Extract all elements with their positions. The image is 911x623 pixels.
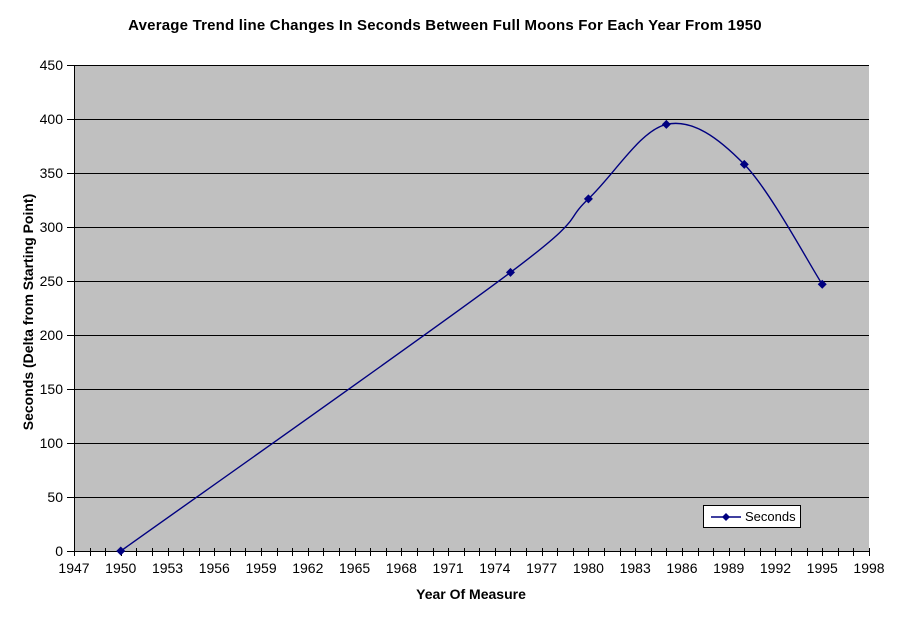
x-tick-label: 1983: [620, 560, 651, 576]
legend: Seconds: [703, 505, 801, 528]
plot-background: [74, 65, 869, 551]
x-tick-label: 1977: [526, 560, 557, 576]
y-tick-label: 300: [40, 219, 64, 235]
series-markers: [116, 119, 827, 556]
x-tick-label: 1974: [479, 560, 510, 576]
legend-line-marker-icon: [711, 512, 741, 521]
y-tick-label: 450: [40, 57, 64, 73]
data-point-marker: [116, 546, 126, 556]
x-tick-label: 1953: [152, 560, 183, 576]
x-tick-label: 1950: [105, 560, 136, 576]
gridlines: [74, 65, 869, 498]
y-tick-label: 50: [47, 489, 63, 505]
x-tick-label: 1959: [245, 560, 276, 576]
y-tick-label: 400: [40, 111, 64, 127]
axes: [74, 65, 869, 552]
data-point-marker: [739, 159, 749, 169]
legend-label: Seconds: [745, 509, 796, 524]
y-tick-label: 100: [40, 435, 64, 451]
x-tick-label: 1956: [199, 560, 230, 576]
x-tick-label: 1980: [573, 560, 604, 576]
x-tick-labels: 1947 1950 1953 1956 1959 1962 1965 1968 1971 1974…: [58, 560, 884, 576]
chart-title: Average Trend line Changes In Seconds Be…: [128, 17, 762, 34]
x-tick-label: 1998: [853, 560, 884, 576]
x-tick-label: 1971: [433, 560, 464, 576]
x-tick-label: 1968: [386, 560, 417, 576]
y-tick-label: 150: [40, 381, 64, 397]
data-point-marker: [583, 194, 593, 204]
data-point-marker: [505, 267, 515, 277]
x-tick-label: 1989: [713, 560, 744, 576]
data-point-marker: [817, 279, 827, 289]
x-tick-label: 1995: [807, 560, 838, 576]
y-tick-label: 0: [55, 543, 63, 559]
y-tick-label: 250: [40, 273, 64, 289]
y-tick-label: 350: [40, 165, 64, 181]
x-tick-label: 1947: [58, 560, 89, 576]
x-tick-label: 1992: [760, 560, 791, 576]
x-axis-ticks: [74, 548, 870, 556]
x-tick-label: 1986: [666, 560, 697, 576]
y-axis-ticks: [67, 65, 74, 552]
x-tick-label: 1962: [292, 560, 323, 576]
x-axis-title: Year Of Measure: [416, 586, 526, 602]
data-point-marker: [661, 119, 671, 129]
y-tick-label: 200: [40, 327, 64, 343]
x-tick-label: 1965: [339, 560, 370, 576]
y-tick-labels: 0 50 100 150 200 250 300 350 400 450: [40, 57, 64, 559]
